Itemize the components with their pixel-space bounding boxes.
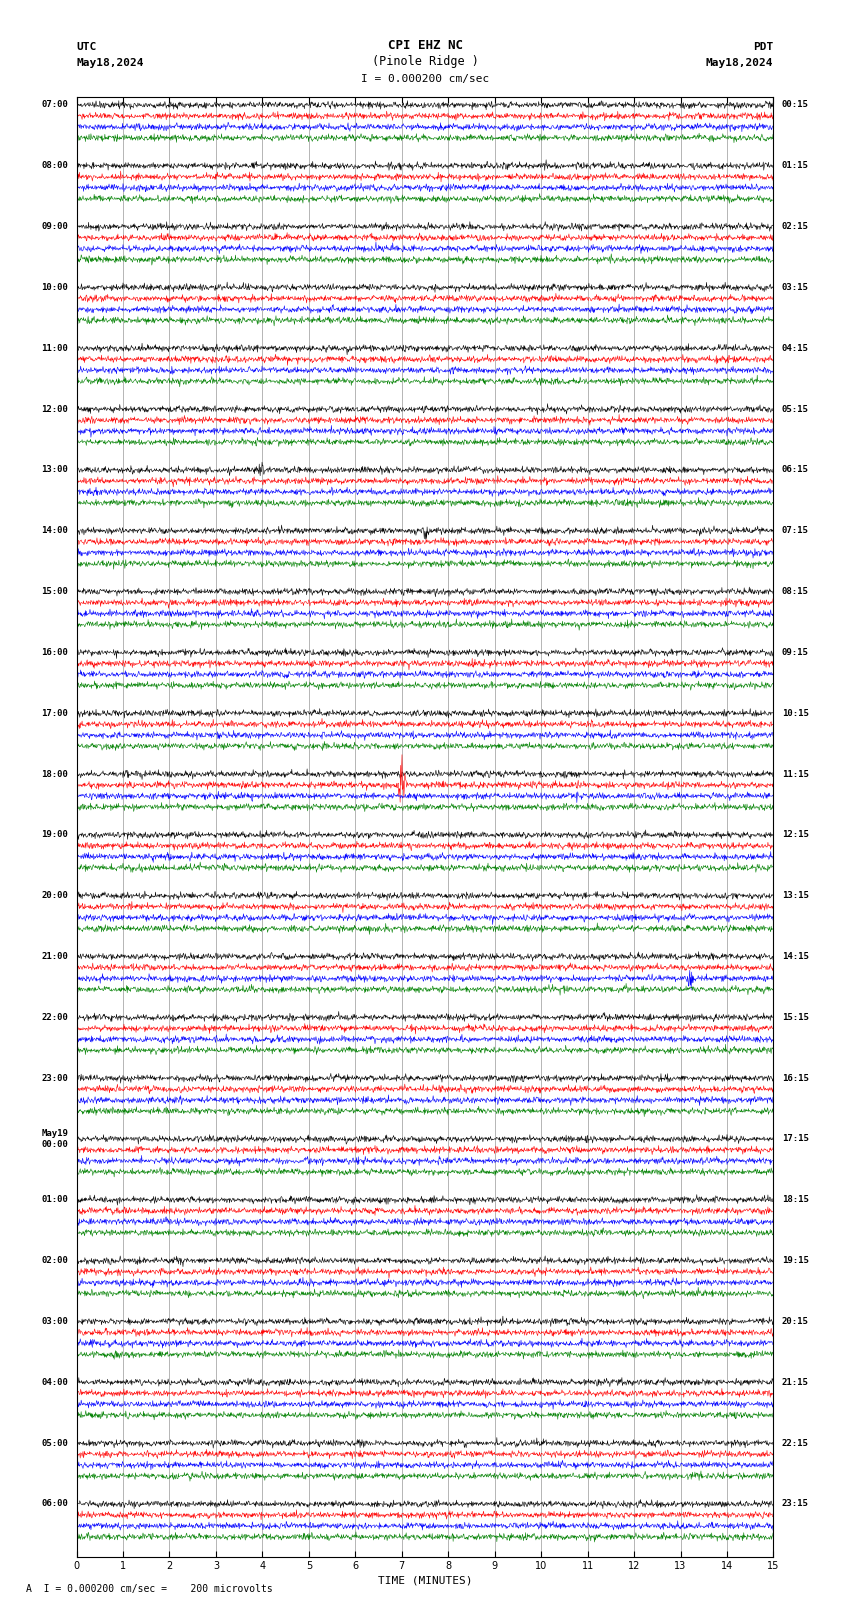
Text: 11:00: 11:00 bbox=[42, 344, 68, 353]
Text: 17:15: 17:15 bbox=[782, 1134, 808, 1144]
Text: May18,2024: May18,2024 bbox=[706, 58, 774, 68]
Text: PDT: PDT bbox=[753, 42, 774, 52]
Text: May19
00:00: May19 00:00 bbox=[42, 1129, 68, 1148]
Text: 01:00: 01:00 bbox=[42, 1195, 68, 1205]
Text: 18:15: 18:15 bbox=[782, 1195, 808, 1205]
Text: 06:15: 06:15 bbox=[782, 466, 808, 474]
Text: UTC: UTC bbox=[76, 42, 97, 52]
Text: 19:15: 19:15 bbox=[782, 1257, 808, 1265]
Text: 14:15: 14:15 bbox=[782, 952, 808, 961]
Text: 08:00: 08:00 bbox=[42, 161, 68, 171]
Text: 04:00: 04:00 bbox=[42, 1378, 68, 1387]
Text: 18:00: 18:00 bbox=[42, 769, 68, 779]
Text: 07:15: 07:15 bbox=[782, 526, 808, 536]
Text: 21:00: 21:00 bbox=[42, 952, 68, 961]
Text: 20:15: 20:15 bbox=[782, 1316, 808, 1326]
Text: 14:00: 14:00 bbox=[42, 526, 68, 536]
Text: 23:15: 23:15 bbox=[782, 1500, 808, 1508]
X-axis label: TIME (MINUTES): TIME (MINUTES) bbox=[377, 1576, 473, 1586]
Text: 10:15: 10:15 bbox=[782, 708, 808, 718]
Text: 10:00: 10:00 bbox=[42, 282, 68, 292]
Text: 11:15: 11:15 bbox=[782, 769, 808, 779]
Text: 05:00: 05:00 bbox=[42, 1439, 68, 1447]
Text: 23:00: 23:00 bbox=[42, 1074, 68, 1082]
Text: 00:15: 00:15 bbox=[782, 100, 808, 110]
Text: 15:15: 15:15 bbox=[782, 1013, 808, 1023]
Text: May18,2024: May18,2024 bbox=[76, 58, 144, 68]
Text: 12:15: 12:15 bbox=[782, 831, 808, 839]
Text: 13:00: 13:00 bbox=[42, 466, 68, 474]
Text: 03:15: 03:15 bbox=[782, 282, 808, 292]
Text: 09:00: 09:00 bbox=[42, 223, 68, 231]
Text: 16:15: 16:15 bbox=[782, 1074, 808, 1082]
Text: 21:15: 21:15 bbox=[782, 1378, 808, 1387]
Text: CPI EHZ NC: CPI EHZ NC bbox=[388, 39, 462, 52]
Text: 22:00: 22:00 bbox=[42, 1013, 68, 1023]
Text: 15:00: 15:00 bbox=[42, 587, 68, 597]
Text: 04:15: 04:15 bbox=[782, 344, 808, 353]
Text: 13:15: 13:15 bbox=[782, 892, 808, 900]
Text: 19:00: 19:00 bbox=[42, 831, 68, 839]
Text: 08:15: 08:15 bbox=[782, 587, 808, 597]
Text: 06:00: 06:00 bbox=[42, 1500, 68, 1508]
Text: 07:00: 07:00 bbox=[42, 100, 68, 110]
Text: 02:15: 02:15 bbox=[782, 223, 808, 231]
Text: 02:00: 02:00 bbox=[42, 1257, 68, 1265]
Text: I = 0.000200 cm/sec: I = 0.000200 cm/sec bbox=[361, 74, 489, 84]
Text: 16:00: 16:00 bbox=[42, 648, 68, 656]
Text: (Pinole Ridge ): (Pinole Ridge ) bbox=[371, 55, 479, 68]
Text: 09:15: 09:15 bbox=[782, 648, 808, 656]
Text: 22:15: 22:15 bbox=[782, 1439, 808, 1447]
Text: 20:00: 20:00 bbox=[42, 892, 68, 900]
Text: A  I = 0.000200 cm/sec =    200 microvolts: A I = 0.000200 cm/sec = 200 microvolts bbox=[26, 1584, 272, 1594]
Text: 17:00: 17:00 bbox=[42, 708, 68, 718]
Text: 12:00: 12:00 bbox=[42, 405, 68, 413]
Text: 05:15: 05:15 bbox=[782, 405, 808, 413]
Text: 01:15: 01:15 bbox=[782, 161, 808, 171]
Text: 03:00: 03:00 bbox=[42, 1316, 68, 1326]
